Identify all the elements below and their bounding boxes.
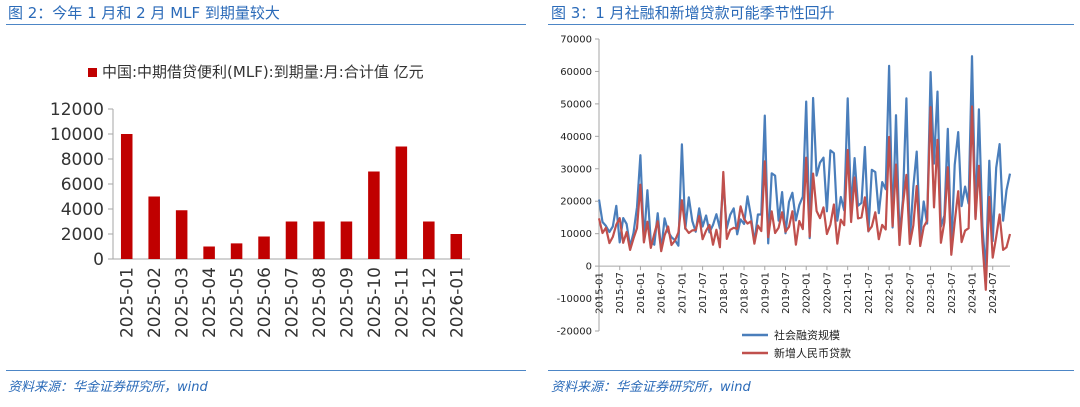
left-x-tick-label: 2025-12 bbox=[420, 267, 440, 338]
right-x-tick-label: 2020-07 bbox=[822, 272, 833, 314]
left-x-tick-label: 2025-03 bbox=[173, 267, 193, 338]
right-x-tick-label: 2017-01 bbox=[677, 272, 688, 314]
right-x-tick-label: 2018-01 bbox=[719, 272, 730, 314]
mlf-bar-chart: 中国:中期借贷便利(MLF):到期量:月:合计值 亿元 0 2000 4000 600… bbox=[50, 63, 470, 338]
mlf-bar bbox=[120, 134, 133, 259]
left-legend: 中国:中期借贷便利(MLF):到期量:月:合计值 亿元 bbox=[88, 63, 424, 81]
left-x-tick-label: 2025-07 bbox=[283, 267, 303, 338]
left-y-tick-label: 12000 bbox=[50, 100, 104, 120]
mlf-bar bbox=[258, 236, 270, 259]
left-x-tick-label: 2026-01 bbox=[447, 267, 467, 338]
legend-label-loans: 新增人民币贷款 bbox=[774, 346, 851, 360]
right-y-tick-label: 10000 bbox=[560, 229, 592, 240]
right-y-tick-label: 40000 bbox=[560, 132, 592, 143]
right-y-tick-label: 50000 bbox=[560, 99, 592, 110]
mlf-bar bbox=[203, 246, 215, 259]
mlf-bar bbox=[230, 243, 243, 259]
left-y-tick-label: 8000 bbox=[61, 150, 104, 170]
right-x-tick-label: 2024-07 bbox=[988, 272, 999, 314]
left-x-tick-label: 2025-01 bbox=[118, 267, 138, 338]
left-footer-divider bbox=[6, 370, 526, 371]
right-x-tick-label: 2017-07 bbox=[698, 272, 709, 314]
right-x-tick-label: 2018-07 bbox=[740, 272, 751, 314]
right-x-tick-label: 2023-07 bbox=[947, 272, 958, 314]
right-x-tick-label: 2024-01 bbox=[968, 272, 979, 314]
left-source-note: 资料来源：华金证券研究所，wind bbox=[8, 380, 208, 395]
right-x-tick-label: 2015-01 bbox=[595, 272, 606, 314]
right-source-note: 资料来源：华金证券研究所，wind bbox=[551, 380, 751, 395]
right-x-tick-label: 2021-01 bbox=[843, 272, 854, 314]
left-x-tick-label: 2025-09 bbox=[337, 267, 357, 338]
right-title-divider bbox=[548, 24, 1074, 25]
right-x-tick-label: 2016-01 bbox=[636, 272, 647, 314]
mlf-bar bbox=[313, 221, 325, 259]
right-y-tick-label: -10000 bbox=[557, 294, 592, 305]
mlf-bar bbox=[175, 210, 188, 259]
left-figure-title: 图 2：今年 1 月和 2 月 MLF 到期量较大 bbox=[8, 4, 280, 22]
right-y-tick-label: 20000 bbox=[560, 197, 592, 208]
mlf-bar bbox=[148, 196, 160, 259]
new-loans-series-line bbox=[597, 105, 1012, 291]
right-x-tick-label: 2023-01 bbox=[926, 272, 937, 314]
right-figure-title: 图 3：1 月社融和新增贷款可能季节性回升 bbox=[551, 4, 835, 22]
mlf-bar bbox=[368, 171, 380, 259]
left-x-tick-label: 2025-05 bbox=[228, 267, 248, 338]
right-y-tick-label: 60000 bbox=[560, 67, 592, 78]
left-y-tick-label: 4000 bbox=[61, 200, 104, 220]
right-x-tick-label: 2019-01 bbox=[760, 272, 771, 314]
right-x-tick-label: 2022-07 bbox=[905, 272, 916, 314]
left-legend-label: 中国:中期借贷便利(MLF):到期量:月:合计值 亿元 bbox=[102, 63, 424, 81]
left-x-tick-label: 2025-02 bbox=[145, 267, 165, 338]
right-x-tick-label: 2015-07 bbox=[615, 272, 626, 314]
right-y-tick-label: 30000 bbox=[560, 164, 592, 175]
mlf-bar bbox=[450, 234, 463, 259]
legend-label-tsf: 社会融资规模 bbox=[774, 328, 840, 342]
left-x-tick-label: 2025-04 bbox=[200, 267, 220, 338]
right-y-tick-label: -20000 bbox=[557, 327, 592, 338]
left-x-tick-label: 2025-10 bbox=[365, 267, 385, 338]
mlf-bar bbox=[423, 221, 435, 259]
tsf-loan-line-chart: -20000 -10000 0 10000 20000 30000 40000 50000 60… bbox=[557, 35, 1012, 360]
right-y-tick-label: 0 bbox=[586, 262, 592, 273]
right-x-tick-label: 2019-07 bbox=[781, 272, 792, 314]
left-x-tick-label: 2025-11 bbox=[392, 267, 412, 338]
right-x-tick-label: 2022-01 bbox=[885, 272, 896, 314]
left-y-tick-label: 2000 bbox=[61, 225, 104, 245]
left-x-tick-label: 2025-08 bbox=[310, 267, 330, 338]
mlf-bar bbox=[285, 221, 298, 259]
mlf-bar bbox=[340, 221, 353, 259]
right-y-tick-label: 70000 bbox=[560, 35, 592, 46]
left-legend-swatch bbox=[88, 68, 97, 77]
right-x-tick-label: 2016-07 bbox=[657, 272, 668, 314]
right-x-tick-label: 2021-07 bbox=[864, 272, 875, 314]
mlf-bar bbox=[395, 146, 408, 259]
left-y-tick-label: 0 bbox=[93, 250, 104, 270]
right-footer-divider bbox=[548, 370, 1074, 371]
right-x-tick-label: 2020-01 bbox=[802, 272, 813, 314]
left-title-divider bbox=[6, 24, 526, 25]
right-legend: 社会融资规模 新增人民币贷款 bbox=[742, 328, 851, 360]
left-y-tick-label: 6000 bbox=[61, 175, 104, 195]
left-y-tick-label: 10000 bbox=[50, 125, 104, 145]
left-x-tick-label: 2025-06 bbox=[255, 267, 275, 338]
